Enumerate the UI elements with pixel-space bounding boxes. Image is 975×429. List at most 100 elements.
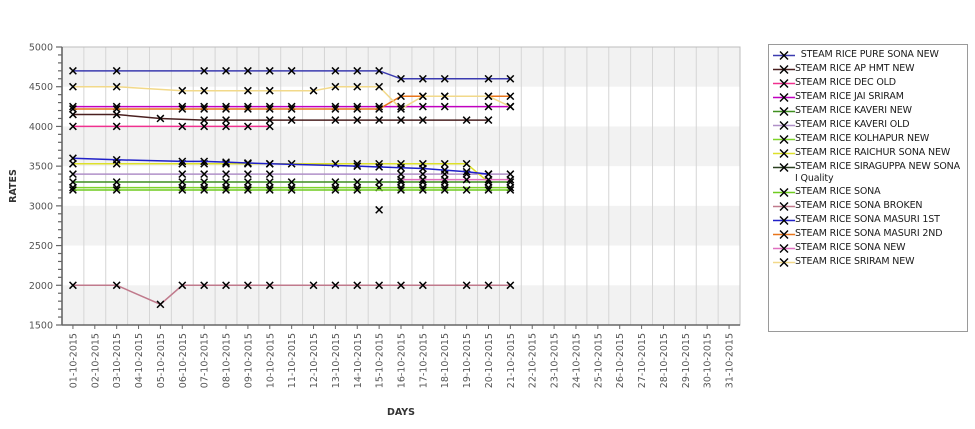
data-point-marker-x-icon <box>112 82 121 91</box>
legend-item[interactable]: STEAM RICE SONA MASURI 1ST <box>773 214 964 227</box>
data-point-marker-x-icon <box>353 66 362 75</box>
data-point-marker-x-icon <box>265 66 274 75</box>
data-point-marker-x-icon <box>243 86 252 95</box>
data-point-marker-x-icon <box>506 102 515 111</box>
data-point-marker-x-icon <box>243 281 252 290</box>
data-point-marker-x-icon <box>418 164 427 173</box>
legend-item-label: STEAM RICE KAVERI OLD <box>795 119 910 130</box>
series-line <box>72 157 489 175</box>
x-tick-label: 26-10-2015 <box>615 333 626 388</box>
data-point-marker-x-icon <box>178 170 187 179</box>
x-tick-label: 06-10-2015 <box>178 333 189 388</box>
data-point-marker-x-icon <box>243 105 252 113</box>
data-point-marker-x-icon <box>375 163 384 171</box>
legend-item[interactable]: STEAM RICE SRIRAM NEW <box>773 256 964 269</box>
y-tick-label: 2000 <box>29 281 53 292</box>
legend-item[interactable]: STEAM RICE SONA MASURI 2ND <box>773 228 964 241</box>
data-point-marker-x-icon <box>484 74 493 83</box>
x-tick-label: 07-10-2015 <box>200 333 211 388</box>
legend-marker-x-icon <box>773 256 795 269</box>
legend-item[interactable]: STEAM RICE PURE SONA NEW <box>773 49 964 62</box>
data-point-marker-x-icon <box>462 281 471 290</box>
data-point-marker-x-icon <box>506 175 515 184</box>
x-tick-label: 31-10-2015 <box>725 333 736 388</box>
data-point-marker-x-icon <box>112 281 121 290</box>
legend-marker-x-icon <box>773 161 795 174</box>
series-14 <box>69 82 515 113</box>
legend-marker-x-icon <box>773 200 795 213</box>
x-tick-label: 16-10-2015 <box>397 333 408 388</box>
plot-svg: 1500 2000 2500 3000 3500 4000 4500 5000 RATES 01-… <box>8 43 741 418</box>
x-tick-label: 18-10-2015 <box>440 333 451 388</box>
plot-band <box>62 285 740 325</box>
legend-item[interactable]: STEAM RICE DEC OLD <box>773 77 964 90</box>
legend-item[interactable]: STEAM RICE SIRAGUPPA NEW SONA I Quality <box>773 161 964 185</box>
x-tick-label: 01-10-2015 <box>68 333 79 388</box>
series-1 <box>69 110 493 125</box>
x-tick-label: 11-10-2015 <box>287 333 298 388</box>
legend-item[interactable]: STEAM RICE KAVERI NEW <box>773 105 964 118</box>
legend-marker-x-icon <box>773 214 795 227</box>
data-point-marker-x-icon <box>440 166 449 175</box>
legend-item[interactable]: STEAM RICE RAICHUR SONA NEW <box>773 147 964 160</box>
data-point-marker-x-icon <box>200 157 209 166</box>
x-tick-label: 24-10-2015 <box>571 333 582 388</box>
data-point-marker-x-icon <box>287 186 296 194</box>
data-point-marker-x-icon <box>200 281 209 290</box>
data-point-marker-x-icon <box>375 105 384 113</box>
legend-item-label: STEAM RICE SRIRAM NEW <box>795 256 915 267</box>
legend-item[interactable]: STEAM RICE SONA <box>773 186 964 199</box>
data-point-marker-x-icon <box>353 82 362 91</box>
x-tick-label: 20-10-2015 <box>484 333 495 388</box>
legend-item[interactable]: STEAM RICE AP HMT NEW <box>773 63 964 76</box>
x-tick-label: 12-10-2015 <box>309 333 320 388</box>
data-point-marker-x-icon <box>265 159 274 168</box>
data-point-marker-x-icon <box>287 66 296 75</box>
data-point-marker-x-icon <box>287 105 296 113</box>
x-tick-label: 19-10-2015 <box>462 333 473 388</box>
data-point-marker-x-icon <box>112 105 121 113</box>
data-point-marker-x-icon <box>178 86 187 95</box>
data-point-marker-x-icon <box>375 82 384 91</box>
data-point-marker-x-icon <box>222 105 230 113</box>
legend-item[interactable]: STEAM RICE SONA NEW <box>773 242 964 255</box>
data-point-marker-x-icon <box>222 116 230 125</box>
data-point-marker-x-icon <box>243 159 252 167</box>
data-point-marker-x-icon <box>506 92 515 101</box>
data-point-marker-x-icon <box>309 86 318 95</box>
data-point-marker-x-icon <box>375 205 384 214</box>
data-point-marker-x-icon <box>243 66 252 75</box>
y-tick-label: 3000 <box>29 201 53 212</box>
legend-marker-x-icon <box>773 242 795 255</box>
data-point-marker-x-icon <box>397 186 405 194</box>
legend-marker-x-icon <box>773 49 795 62</box>
legend-marker-x-icon <box>773 186 795 199</box>
data-point-marker-x-icon <box>222 170 230 179</box>
x-tick-label: 27-10-2015 <box>637 333 648 388</box>
data-point-marker-x-icon <box>69 170 77 179</box>
data-point-marker-x-icon <box>418 281 427 290</box>
data-point-marker-x-icon <box>353 116 362 125</box>
data-point-marker-x-icon <box>484 116 493 125</box>
data-point-marker-x-icon <box>178 157 187 166</box>
legend-item-label: STEAM RICE SONA MASURI 1ST <box>795 214 940 225</box>
data-point-marker-x-icon <box>353 162 362 171</box>
legend-item[interactable]: STEAM RICE JAI SRIRAM <box>773 91 964 104</box>
legend-item[interactable]: STEAM RICE KAVERI OLD <box>773 119 964 132</box>
legend-item-label: STEAM RICE SONA <box>795 186 881 197</box>
data-point-marker-x-icon <box>484 186 493 194</box>
data-point-marker-x-icon <box>178 281 187 290</box>
series-11 <box>69 154 493 179</box>
x-tick-label: 22-10-2015 <box>528 333 539 388</box>
data-point-marker-x-icon <box>112 122 121 131</box>
data-point-marker-x-icon <box>265 186 274 194</box>
x-tick-label: 17-10-2015 <box>418 333 429 388</box>
y-tick-label: 2500 <box>29 241 53 252</box>
x-tick-label: 03-10-2015 <box>112 333 123 388</box>
legend-item[interactable]: STEAM RICE SONA BROKEN <box>773 200 964 213</box>
data-point-marker-x-icon <box>506 281 515 290</box>
legend-marker-x-icon <box>773 77 795 90</box>
data-point-marker-x-icon <box>331 82 340 91</box>
legend-item[interactable]: STEAM RICE KOLHAPUR NEW <box>773 133 964 146</box>
series-0 <box>69 66 515 83</box>
